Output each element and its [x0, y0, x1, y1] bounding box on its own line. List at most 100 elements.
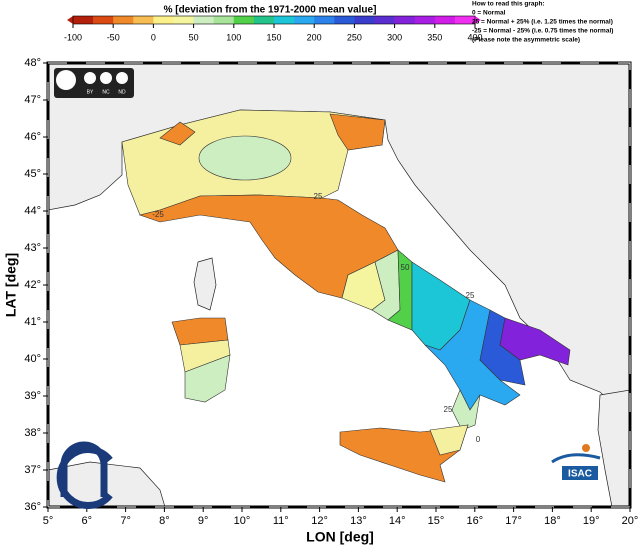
colorbar-title: % [deviation from the 1971-2000 mean val…: [164, 5, 377, 16]
note-line: -25 = Normal - 25% (i.e. 0.75 times the …: [472, 28, 613, 35]
corsica: [193, 257, 217, 311]
y-tick-label: 42°: [24, 279, 41, 291]
y-tick-label: 40°: [24, 353, 41, 365]
contour-labels: 25 25 50 0 25 -25: [152, 192, 481, 444]
colorbar-segment: [294, 16, 315, 24]
x-tick-label: 15°: [428, 515, 445, 527]
y-tick-label: 41°: [24, 316, 41, 328]
colorbar-tick-label: 50: [189, 32, 199, 42]
y-tick-label: 39°: [24, 390, 41, 402]
x-tick-label: 7°: [120, 515, 131, 527]
calabria: [451, 389, 481, 431]
colorbar-tick-label: -100: [64, 32, 82, 42]
colorbar-segment: [153, 16, 174, 24]
notes: How to read this graph: 0 = Normal 25 = No…: [472, 1, 613, 44]
colorbar-segment: [434, 16, 456, 24]
y-tick-label: 43°: [24, 242, 41, 254]
cc-nd: ND: [118, 89, 126, 95]
y-tick-label: 37°: [24, 464, 41, 476]
colorbar-segment: [233, 16, 255, 24]
nc-circle: [100, 72, 112, 84]
europe: [47, 62, 631, 421]
colorbar-segment: [193, 16, 214, 24]
colorbar-arrow-low: [67, 16, 73, 24]
cc-nc: NC: [102, 89, 110, 95]
x-tick-label: 10°: [234, 515, 251, 527]
y-tick-label: 36°: [24, 501, 41, 513]
band-3: [387, 249, 413, 331]
colorbar-segment: [274, 16, 295, 24]
contour-label: -25: [152, 210, 164, 219]
contour-label: 25: [314, 192, 323, 201]
colorbar-arrow-high: [475, 16, 481, 24]
isac-text: ISAC: [568, 469, 592, 480]
nd-circle: [116, 72, 128, 84]
x-tick-label: 19°: [583, 515, 600, 527]
y-tick-label: 48°: [24, 57, 41, 69]
y-axis-label: LAT [deg]: [3, 253, 19, 317]
x-tick-label: 18°: [544, 515, 561, 527]
colorbar-tick-label: 0: [151, 32, 156, 42]
x-tick-label: 12°: [311, 515, 328, 527]
colorbar-tick-label: 150: [266, 32, 281, 42]
colorbar-tick-label: 250: [347, 32, 362, 42]
note-line: (Please note the asymmetric scale): [472, 37, 580, 44]
axes: 5° 6° 7° 8° 9° 10° 11° 12° 13° 14° 15° 16° 17° 18° 19°…: [24, 57, 638, 527]
colorbar-segment: [93, 16, 114, 24]
colorbar-segment: [133, 16, 154, 24]
contour-label: 50: [401, 263, 410, 272]
note-line: 0 = Normal: [472, 10, 506, 17]
x-tick-label: 5°: [43, 515, 54, 527]
colorbar-tick-label: 200: [307, 32, 322, 42]
isac-box: [562, 466, 598, 480]
note-line: 25 = Normal + 25% (i.e. 1.25 times the n…: [472, 19, 613, 26]
colorbar-segment: [213, 16, 235, 24]
sardinia-s: [184, 354, 231, 403]
colorbar-segment: [374, 16, 395, 24]
x-tick-label: 8°: [159, 515, 170, 527]
by-circle: [84, 72, 96, 84]
colorbar-tick-label: 100: [226, 32, 241, 42]
colorbar-tick-label: 350: [427, 32, 442, 42]
italy: [121, 109, 571, 483]
x-tick-label: 6°: [82, 515, 93, 527]
colorbar-segment: [394, 16, 415, 24]
colorbar-tick-label: 400: [467, 32, 482, 42]
contour-label: 0: [476, 435, 481, 444]
colorbar: -100 -50 0 50 100 150 200 250 300 350 400: [64, 15, 483, 42]
y-tick-label: 46°: [24, 131, 41, 143]
colorbar-segment: [354, 16, 375, 24]
y-tick-label: 45°: [24, 168, 41, 180]
y-tick-label: 44°: [24, 205, 41, 217]
colorbar-segment: [314, 16, 335, 24]
sicily-east: [429, 424, 469, 456]
x-tick-label: 16°: [466, 515, 483, 527]
colorbar-segment: [253, 16, 275, 24]
x-tick-label: 11°: [273, 515, 289, 527]
sardinia-n: [171, 317, 229, 346]
x-tick-label: 14°: [389, 515, 406, 527]
colorbar-segment: [454, 16, 476, 24]
zone-ne: [329, 113, 386, 151]
band-7: [499, 317, 571, 366]
contour-label: 25: [444, 405, 453, 414]
x-tick-label: 9°: [198, 515, 209, 527]
cc-logo: BY NC ND: [54, 68, 134, 98]
note-line: How to read this graph:: [472, 1, 545, 8]
colorbar-tick-label: -50: [107, 32, 120, 42]
contour-label: 25: [466, 291, 475, 300]
colorbar-segment: [113, 16, 134, 24]
cnr-arc-2: [60, 441, 108, 497]
x-tick-label: 20°: [622, 515, 639, 527]
y-tick-label: 47°: [24, 94, 41, 106]
zone-nw: [159, 121, 196, 146]
colorbar-segment: [334, 16, 355, 24]
colorbar-segment: [173, 16, 194, 24]
zone-po: [198, 135, 292, 181]
isac-wave: [551, 453, 601, 464]
colorbar-segment: [73, 16, 94, 24]
isac-dot: [582, 444, 590, 452]
cnr-logo: [56, 441, 113, 509]
